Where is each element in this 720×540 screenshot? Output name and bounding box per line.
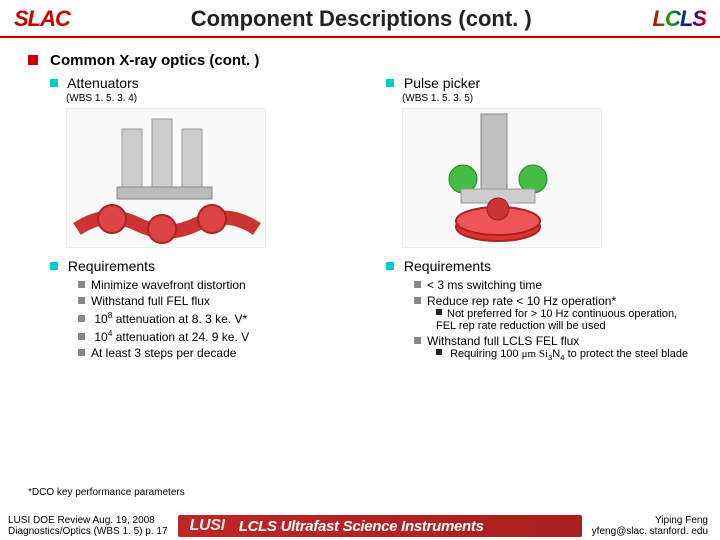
list-item: Minimize wavefront distortion [78,278,356,292]
pulse-picker-illustration-icon [403,109,602,248]
list-item: Reduce rep rate < 10 Hz operation* Not p… [414,294,692,332]
list-item: Withstand full LCLS FEL flux Requiring 1… [414,334,692,362]
req-text: Not preferred for > 10 Hz continuous ope… [436,308,677,332]
right-req-heading: Requirements [386,258,692,274]
sub-list: Not preferred for > 10 Hz continuous ope… [436,308,692,332]
right-column: Pulse picker (WBS 1. 5. 3. 5) Requiremen… [386,75,692,364]
attenuators-image [66,108,266,248]
req-text: 10 [94,330,107,344]
req-text: 10 [94,312,107,326]
list-item: Not preferred for > 10 Hz continuous ope… [436,308,692,332]
footer-left: LUSI DOE Review Aug. 19, 2008 Diagnostic… [8,515,168,537]
right-wbs: (WBS 1. 5. 3. 5) [402,93,692,104]
lcls-logo: LCLS [653,6,706,32]
req-text: Requiring 100 [450,348,522,360]
pulse-picker-image [402,108,602,248]
footer-email: yfeng@slac. stanford. edu [592,526,708,537]
footnote: *DCO key performance parameters [28,487,185,498]
req-text: At least 3 steps per decade [91,346,236,360]
lusi-logo: LUSI [190,517,225,535]
req-text: to protect the steel blade [565,348,689,360]
right-subheading-text: Pulse picker [404,75,480,91]
slide-footer: LUSI DOE Review Aug. 19, 2008 Diagnostic… [0,512,720,540]
list-item: At least 3 steps per decade [78,346,356,360]
section-heading-text: Common X-ray optics (cont. ) [50,52,259,69]
slide-header: SLAC Component Descriptions (cont. ) LCL… [0,0,720,38]
left-req-heading-text: Requirements [68,258,155,274]
footer-left-line1: LUSI DOE Review Aug. 19, 2008 [8,515,168,526]
req-text: Minimize wavefront distortion [91,278,246,292]
list-item: Withstand full FEL flux [78,294,356,308]
list-item: Requiring 100 μm Si3N4 to protect the st… [436,348,692,362]
right-req-heading-text: Requirements [404,258,491,274]
slide-title: Component Descriptions (cont. ) [191,6,532,32]
two-column-layout: Attenuators (WBS 1. 5. 3. 4) Requirement… [50,75,692,364]
left-wbs: (WBS 1. 5. 3. 4) [66,93,356,104]
right-subheading: Pulse picker [386,75,692,91]
left-req-heading: Requirements [50,258,356,274]
req-text: < 3 ms switching time [427,278,542,292]
slac-logo: SLAC [14,6,70,32]
footer-left-line2: Diagnostics/Optics (WBS 1. 5) p. 17 [8,526,168,537]
section-heading: Common X-ray optics (cont. ) [28,52,692,69]
left-subheading-text: Attenuators [67,75,139,91]
footer-banner: LUSI LCLS Ultrafast Science Instruments [178,515,582,537]
list-item: 104 attenuation at 24. 9 ke. V [78,328,356,344]
req-text: attenuation at 8. 3 ke. V* [112,312,247,326]
list-item: 108 attenuation at 8. 3 ke. V* [78,310,356,326]
req-text: attenuation at 24. 9 ke. V [112,330,249,344]
sub-list: Requiring 100 μm Si3N4 to protect the st… [436,348,692,362]
right-req-list: < 3 ms switching time Reduce rep rate < … [414,278,692,362]
left-subheading: Attenuators [50,75,356,91]
left-req-list: Minimize wavefront distortion Withstand … [78,278,356,360]
footer-right: Yiping Feng yfeng@slac. stanford. edu [592,515,708,537]
list-item: < 3 ms switching time [414,278,692,292]
req-text: Reduce rep rate < 10 Hz operation* [427,294,616,308]
left-column: Attenuators (WBS 1. 5. 3. 4) Requirement… [50,75,356,364]
slide-body: Common X-ray optics (cont. ) Attenuators… [0,38,720,364]
req-text: μm Si [522,348,548,360]
req-text: Withstand full LCLS FEL flux [427,334,579,348]
req-text: Withstand full FEL flux [91,294,210,308]
slac-logo-text: SLAC [14,6,70,31]
attenuators-illustration-icon [67,109,266,248]
footer-author: Yiping Feng [592,515,708,526]
footer-banner-text: LCLS Ultrafast Science Instruments [239,518,484,535]
